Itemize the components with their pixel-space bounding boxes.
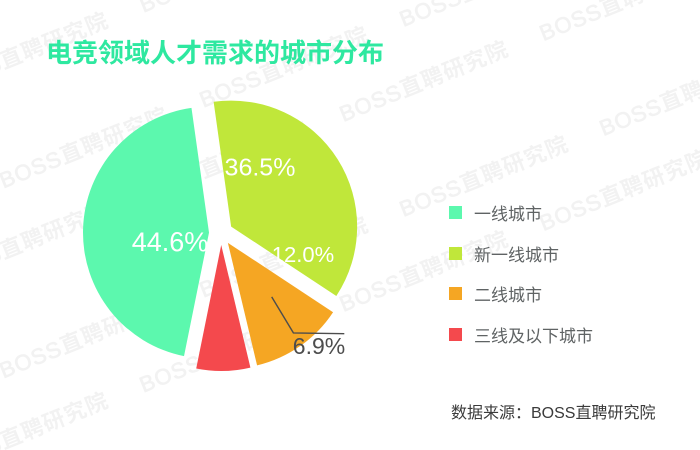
svg-text:12.0%: 12.0% [272, 242, 334, 267]
svg-text:6.9%: 6.9% [293, 333, 345, 359]
svg-text:44.6%: 44.6% [132, 227, 209, 257]
svg-text:36.5%: 36.5% [225, 154, 296, 182]
